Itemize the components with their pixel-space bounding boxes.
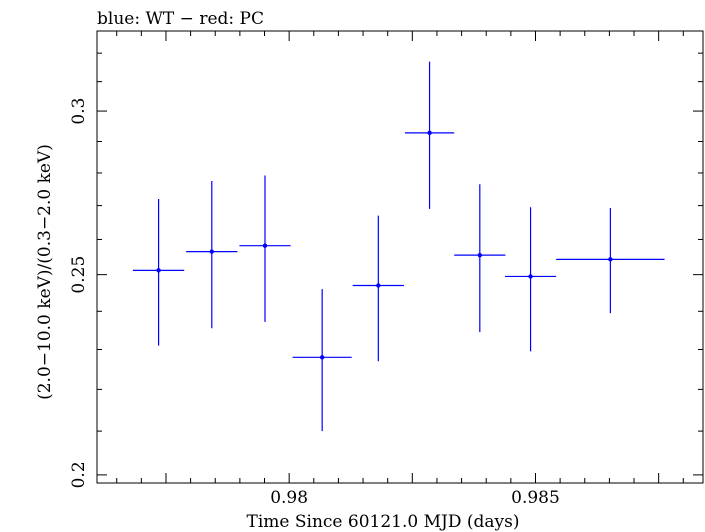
point-marker bbox=[376, 283, 381, 288]
x-axis: 0.98 0.985 bbox=[116, 31, 684, 508]
data-point bbox=[556, 207, 665, 314]
plot-frame bbox=[96, 30, 704, 484]
data-point bbox=[239, 175, 291, 322]
x-axis-label: Time Since 60121.0 MJD (days) bbox=[247, 512, 520, 532]
data-point bbox=[504, 207, 557, 352]
x-tick-label: 0.985 bbox=[511, 488, 560, 508]
y-tick-label: 0.3 bbox=[69, 98, 89, 125]
data-point bbox=[404, 61, 455, 209]
data-point bbox=[352, 215, 404, 362]
y-tick-label: 0.2 bbox=[69, 461, 89, 488]
chart-title: blue: WT − red: PC bbox=[97, 9, 264, 29]
point-marker bbox=[262, 243, 268, 248]
data-point bbox=[186, 181, 238, 329]
data-point bbox=[292, 289, 352, 432]
data-point bbox=[454, 184, 506, 333]
y-axis: 0.2 0.25 0.3 bbox=[69, 52, 703, 488]
data-points bbox=[132, 61, 665, 432]
point-marker bbox=[528, 274, 533, 279]
point-marker bbox=[156, 268, 161, 273]
x-tick-label: 0.98 bbox=[270, 488, 308, 508]
data-point bbox=[132, 198, 185, 346]
y-tick-label: 0.25 bbox=[69, 256, 89, 294]
point-marker bbox=[608, 257, 613, 262]
point-marker bbox=[209, 249, 214, 254]
point-marker bbox=[427, 130, 432, 136]
y-axis-label: (2.0−10.0 keV)/(0.3−2.0 keV) bbox=[35, 144, 55, 400]
point-marker bbox=[477, 252, 483, 258]
point-marker bbox=[319, 355, 325, 360]
